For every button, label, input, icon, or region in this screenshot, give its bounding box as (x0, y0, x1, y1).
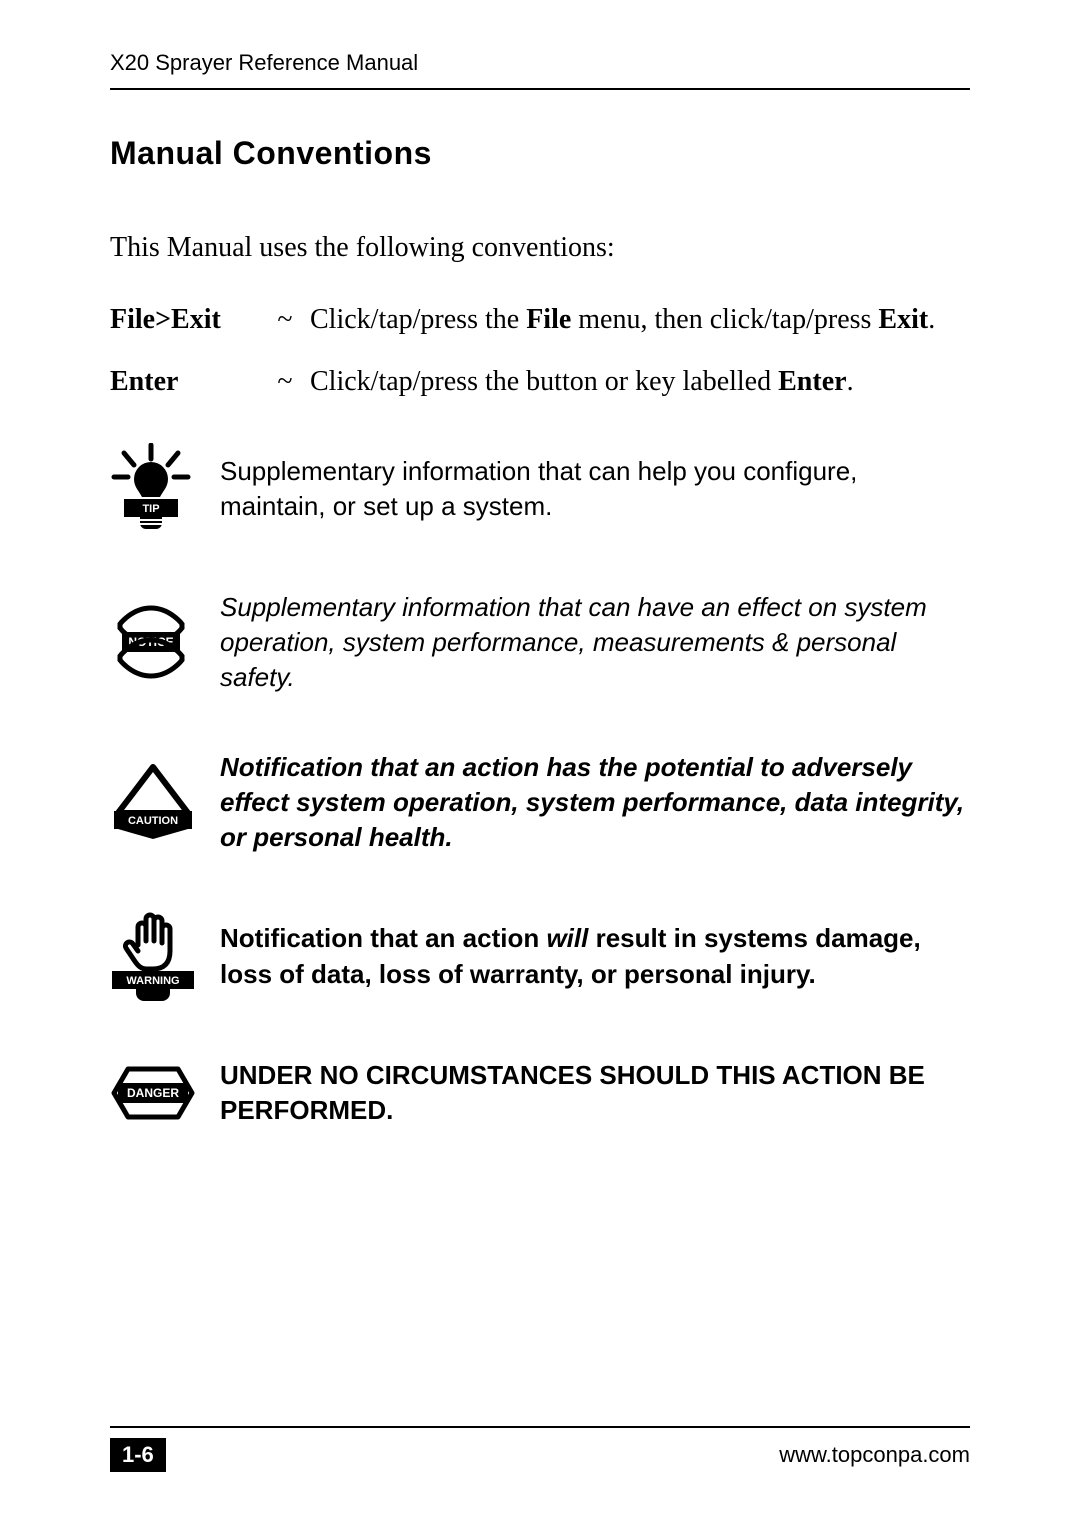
intro-text: This Manual uses the following conventio… (110, 232, 970, 264)
caution-text: Notification that an action has the pote… (220, 750, 970, 855)
footer-url: www.topconpa.com (779, 1442, 970, 1468)
convention-term: Enter (110, 366, 260, 398)
notice-block: NOTICE Supplementary information that ca… (110, 590, 970, 695)
caution-block: CAUTION Notification that an action has … (110, 750, 970, 855)
notice-icon: NOTICE (110, 602, 220, 684)
tip-label: TIP (142, 503, 159, 515)
convention-row: File>Exit ~ Click/tap/press the File men… (110, 304, 970, 336)
page-number-badge: 1-6 (110, 1438, 166, 1472)
caution-icon: CAUTION (110, 763, 220, 843)
convention-term: File>Exit (110, 304, 260, 336)
convention-description: Click/tap/press the File menu, then clic… (310, 304, 970, 336)
text: Notification that an action (220, 923, 546, 953)
text: . (928, 304, 935, 335)
conventions-table: File>Exit ~ Click/tap/press the File men… (110, 304, 970, 398)
text: menu, then click/tap/press (571, 304, 878, 335)
text: Click/tap/press the button or key labell… (310, 366, 778, 397)
danger-text: UNDER NO CIRCUMSTANCES SHOULD THIS ACTIO… (220, 1058, 970, 1128)
text: Click/tap/press the (310, 304, 526, 335)
danger-icon: DANGER (110, 1065, 220, 1121)
tip-text: Supplementary information that can help … (220, 454, 970, 524)
convention-row: Enter ~ Click/tap/press the button or ke… (110, 366, 970, 398)
convention-separator: ~ (260, 304, 310, 336)
danger-block: DANGER UNDER NO CIRCUMSTANCES SHOULD THI… (110, 1058, 970, 1128)
section-title: Manual Conventions (110, 135, 970, 172)
warning-label: WARNING (126, 975, 179, 987)
convention-description: Click/tap/press the button or key labell… (310, 366, 970, 398)
danger-label: DANGER (127, 1086, 179, 1100)
tip-block: TIP Supplementary information that can h… (110, 443, 970, 535)
text-italic: will (546, 923, 588, 953)
tip-icon: TIP (110, 443, 220, 535)
running-header: X20 Sprayer Reference Manual (110, 50, 970, 90)
text: . (847, 366, 854, 397)
text-bold: Enter (778, 366, 846, 397)
text-bold: Exit (878, 304, 928, 335)
warning-icon: WARNING (110, 911, 220, 1003)
convention-separator: ~ (260, 366, 310, 398)
page-footer: 1-6 www.topconpa.com (110, 1426, 970, 1472)
caution-label: CAUTION (128, 815, 178, 827)
warning-text: Notification that an action will result … (220, 921, 970, 991)
notice-text: Supplementary information that can have … (220, 590, 970, 695)
text-bold: File (526, 304, 571, 335)
warning-block: WARNING Notification that an action will… (110, 911, 970, 1003)
